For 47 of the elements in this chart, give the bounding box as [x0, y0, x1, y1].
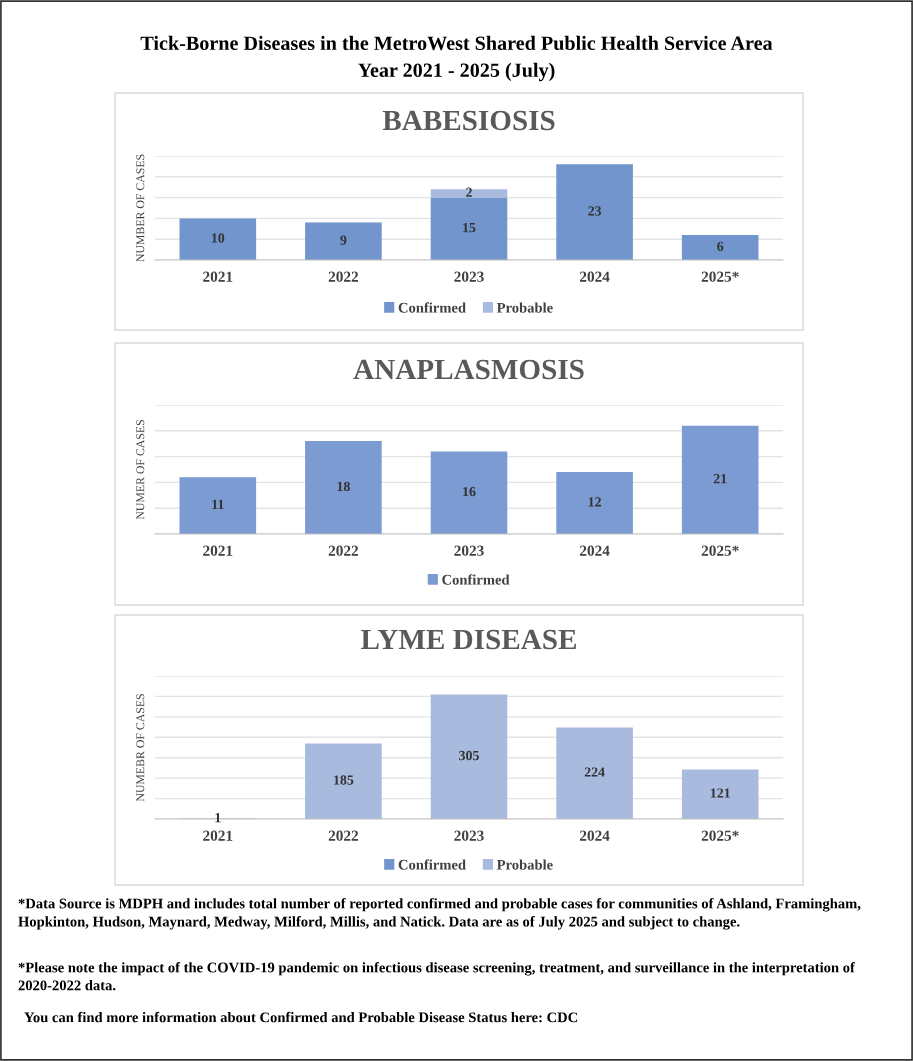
text: Tick-Borne Diseases in the MetroWest Shared Public Health Service Area: [140, 35, 773, 51]
data-label: 11: [212, 499, 224, 509]
chart-title: ANAPLASMOSIS: [353, 359, 584, 380]
x-tick-label: 2025*: [701, 830, 739, 841]
legend-label: Confirmed: [398, 859, 466, 870]
x-tick-label: 2024: [579, 545, 610, 556]
legend-label: Confirmed: [398, 302, 466, 313]
x-tick-label: 2025*: [701, 545, 739, 556]
data-label: 21: [713, 473, 727, 484]
x-tick-label: 2023: [454, 271, 484, 282]
x-tick-label: 2022: [328, 545, 359, 556]
text: Year 2021 - 2025 (July): [358, 62, 555, 82]
data-label: 224: [584, 767, 605, 777]
x-tick-label: 2022: [328, 830, 359, 841]
x-tick-label: 2023: [454, 545, 484, 556]
x-tick-label: 2021: [203, 545, 233, 556]
data-label: 305: [459, 750, 479, 761]
data-label: 16: [463, 486, 476, 497]
data-label: 12: [588, 497, 601, 507]
x-tick-label: 2024: [579, 830, 610, 841]
x-tick-label: 2024: [579, 271, 610, 282]
y-axis-title: NUMBER OF CASES: [136, 154, 145, 262]
chart-title: BABESIOSIS: [382, 110, 555, 131]
data-label: 15: [463, 222, 476, 233]
data-label: 23: [588, 206, 602, 216]
chart-title: LYME DISEASE: [361, 629, 576, 650]
x-tick-label: 2021: [203, 271, 233, 282]
legend-label: Probable: [496, 302, 553, 313]
y-axis-title: NUMER OF CASES: [136, 420, 145, 520]
data-label: 2: [466, 187, 472, 197]
data-label: 9: [340, 235, 347, 245]
data-label: 18: [337, 481, 350, 492]
y-axis-title: NUMEBR OF CASES: [136, 694, 145, 802]
data-label: 10: [211, 233, 225, 243]
text: *Data Source is MDPH and includes total number of reported confirmed and probable cases for communities of Ashland, Framingham, Hopkinton, Hudson, Maynard, Medway, Milford, Millis, and Natick. Data are as of July 2025 and subject to change.: [18, 898, 861, 930]
legend-label: Probable: [496, 859, 553, 870]
x-tick-label: 2022: [328, 271, 359, 282]
x-tick-label: 2021: [203, 830, 233, 841]
data-label: 6: [717, 241, 724, 251]
legend-label: Confirmed: [442, 574, 510, 585]
x-tick-label: 2023: [454, 830, 484, 841]
text: *Please note the impact of the COVID-19 pandemic on infectious disease screening, treatment, and surveillance in the interpretation of 2020-2022 data.: [18, 962, 856, 991]
data-label: 185: [334, 775, 354, 785]
x-tick-label: 2025*: [701, 271, 739, 282]
data-label: 1: [215, 812, 221, 823]
data-label: 121: [710, 788, 730, 798]
text: You can find more information about Confirmed and Probable Disease Status here: CDC: [24, 1011, 578, 1023]
